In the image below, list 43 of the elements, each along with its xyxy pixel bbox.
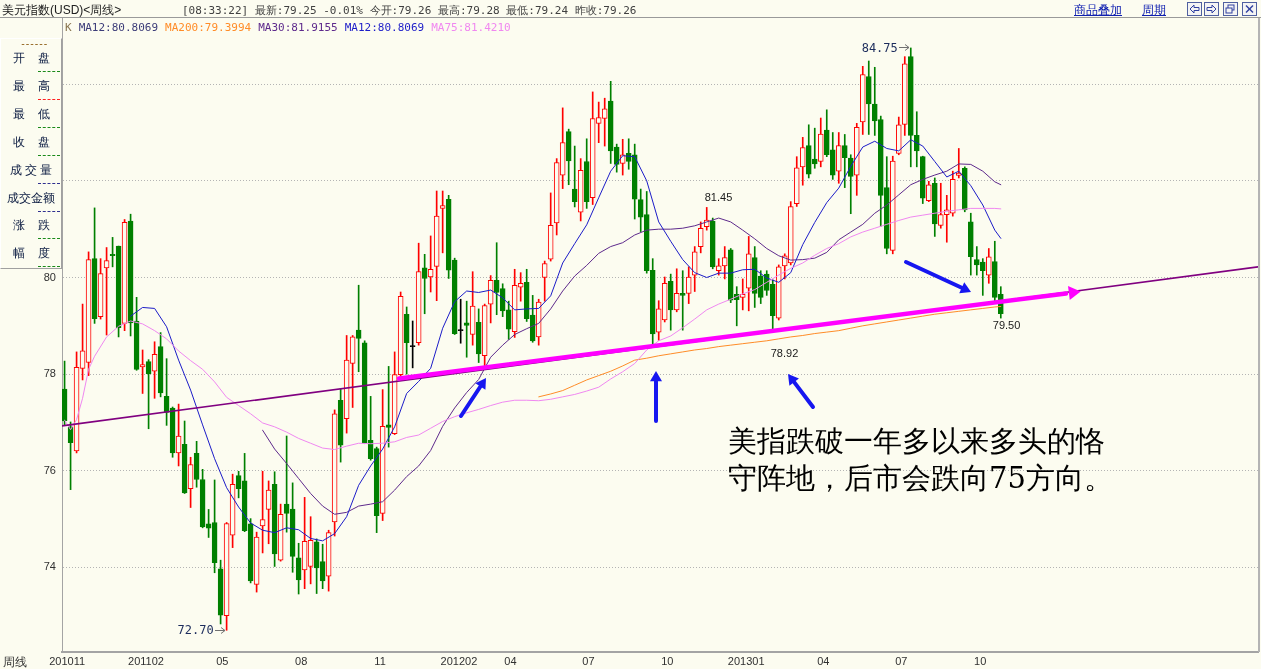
- y-tick-label: 78: [43, 367, 56, 380]
- x-tick-label: 07: [895, 654, 908, 667]
- text: 周期: [1142, 2, 1166, 19]
- text: 成交金额: [7, 190, 55, 205]
- chart-title: 美元指数(USD)<周线>: [2, 2, 122, 19]
- annotation: 84.75: [861, 40, 898, 55]
- annotation: 79.50: [992, 318, 1021, 331]
- annotation: 81.45: [704, 191, 733, 204]
- annotation: 美指跌破一年多以来多头的恪守阵地，后市会跌向75方向。: [728, 423, 1114, 497]
- x-tick-label: 201011: [49, 654, 86, 667]
- y-tick-label: 74: [43, 560, 56, 573]
- x-tick-label: 10: [661, 654, 674, 667]
- x-tick-label: 201202: [440, 654, 478, 667]
- text: 最低: [12, 106, 50, 121]
- chart-subtitle: [08:33:22] 最新:79.25 -0.01% 今开:79.26 最高:79.28 最低:79.24 昨收:79.26: [182, 3, 637, 18]
- x-tick-label: 11: [374, 654, 386, 667]
- x-tick-label: 04: [817, 654, 830, 667]
- x-axis-title: 周线: [3, 654, 27, 669]
- x-tick-label: 04: [504, 654, 517, 667]
- annotation: 78.92: [770, 346, 799, 359]
- x-tick-label: 201102: [128, 654, 164, 667]
- text: MA200:79.3994: [165, 21, 252, 34]
- y-tick-label: 80: [43, 270, 56, 283]
- text: ------: [20, 38, 48, 49]
- text: MA75:81.4210: [431, 21, 511, 34]
- annotation: K: [65, 21, 72, 34]
- text: 成交量: [9, 162, 53, 177]
- text: 最高: [12, 78, 50, 93]
- text: 商品叠加: [1074, 2, 1122, 19]
- x-tick-label: 10: [974, 654, 987, 667]
- text: MA30:81.9155: [258, 21, 338, 34]
- annotation: 72.70: [177, 623, 214, 638]
- text: 开盘: [12, 51, 50, 65]
- y-tick-label: 76: [43, 463, 56, 476]
- x-tick-label: 08: [295, 654, 308, 667]
- x-tick-label: 201301: [727, 654, 765, 667]
- annotation: MA12:80.8069: [78, 21, 159, 34]
- text: 收盘: [12, 134, 50, 149]
- text: MA12:80.8069: [344, 21, 425, 34]
- text: 涨跌: [12, 218, 50, 233]
- text: 幅度: [12, 246, 50, 261]
- x-tick-label: 05: [216, 654, 229, 667]
- x-tick-label: 07: [582, 654, 595, 667]
